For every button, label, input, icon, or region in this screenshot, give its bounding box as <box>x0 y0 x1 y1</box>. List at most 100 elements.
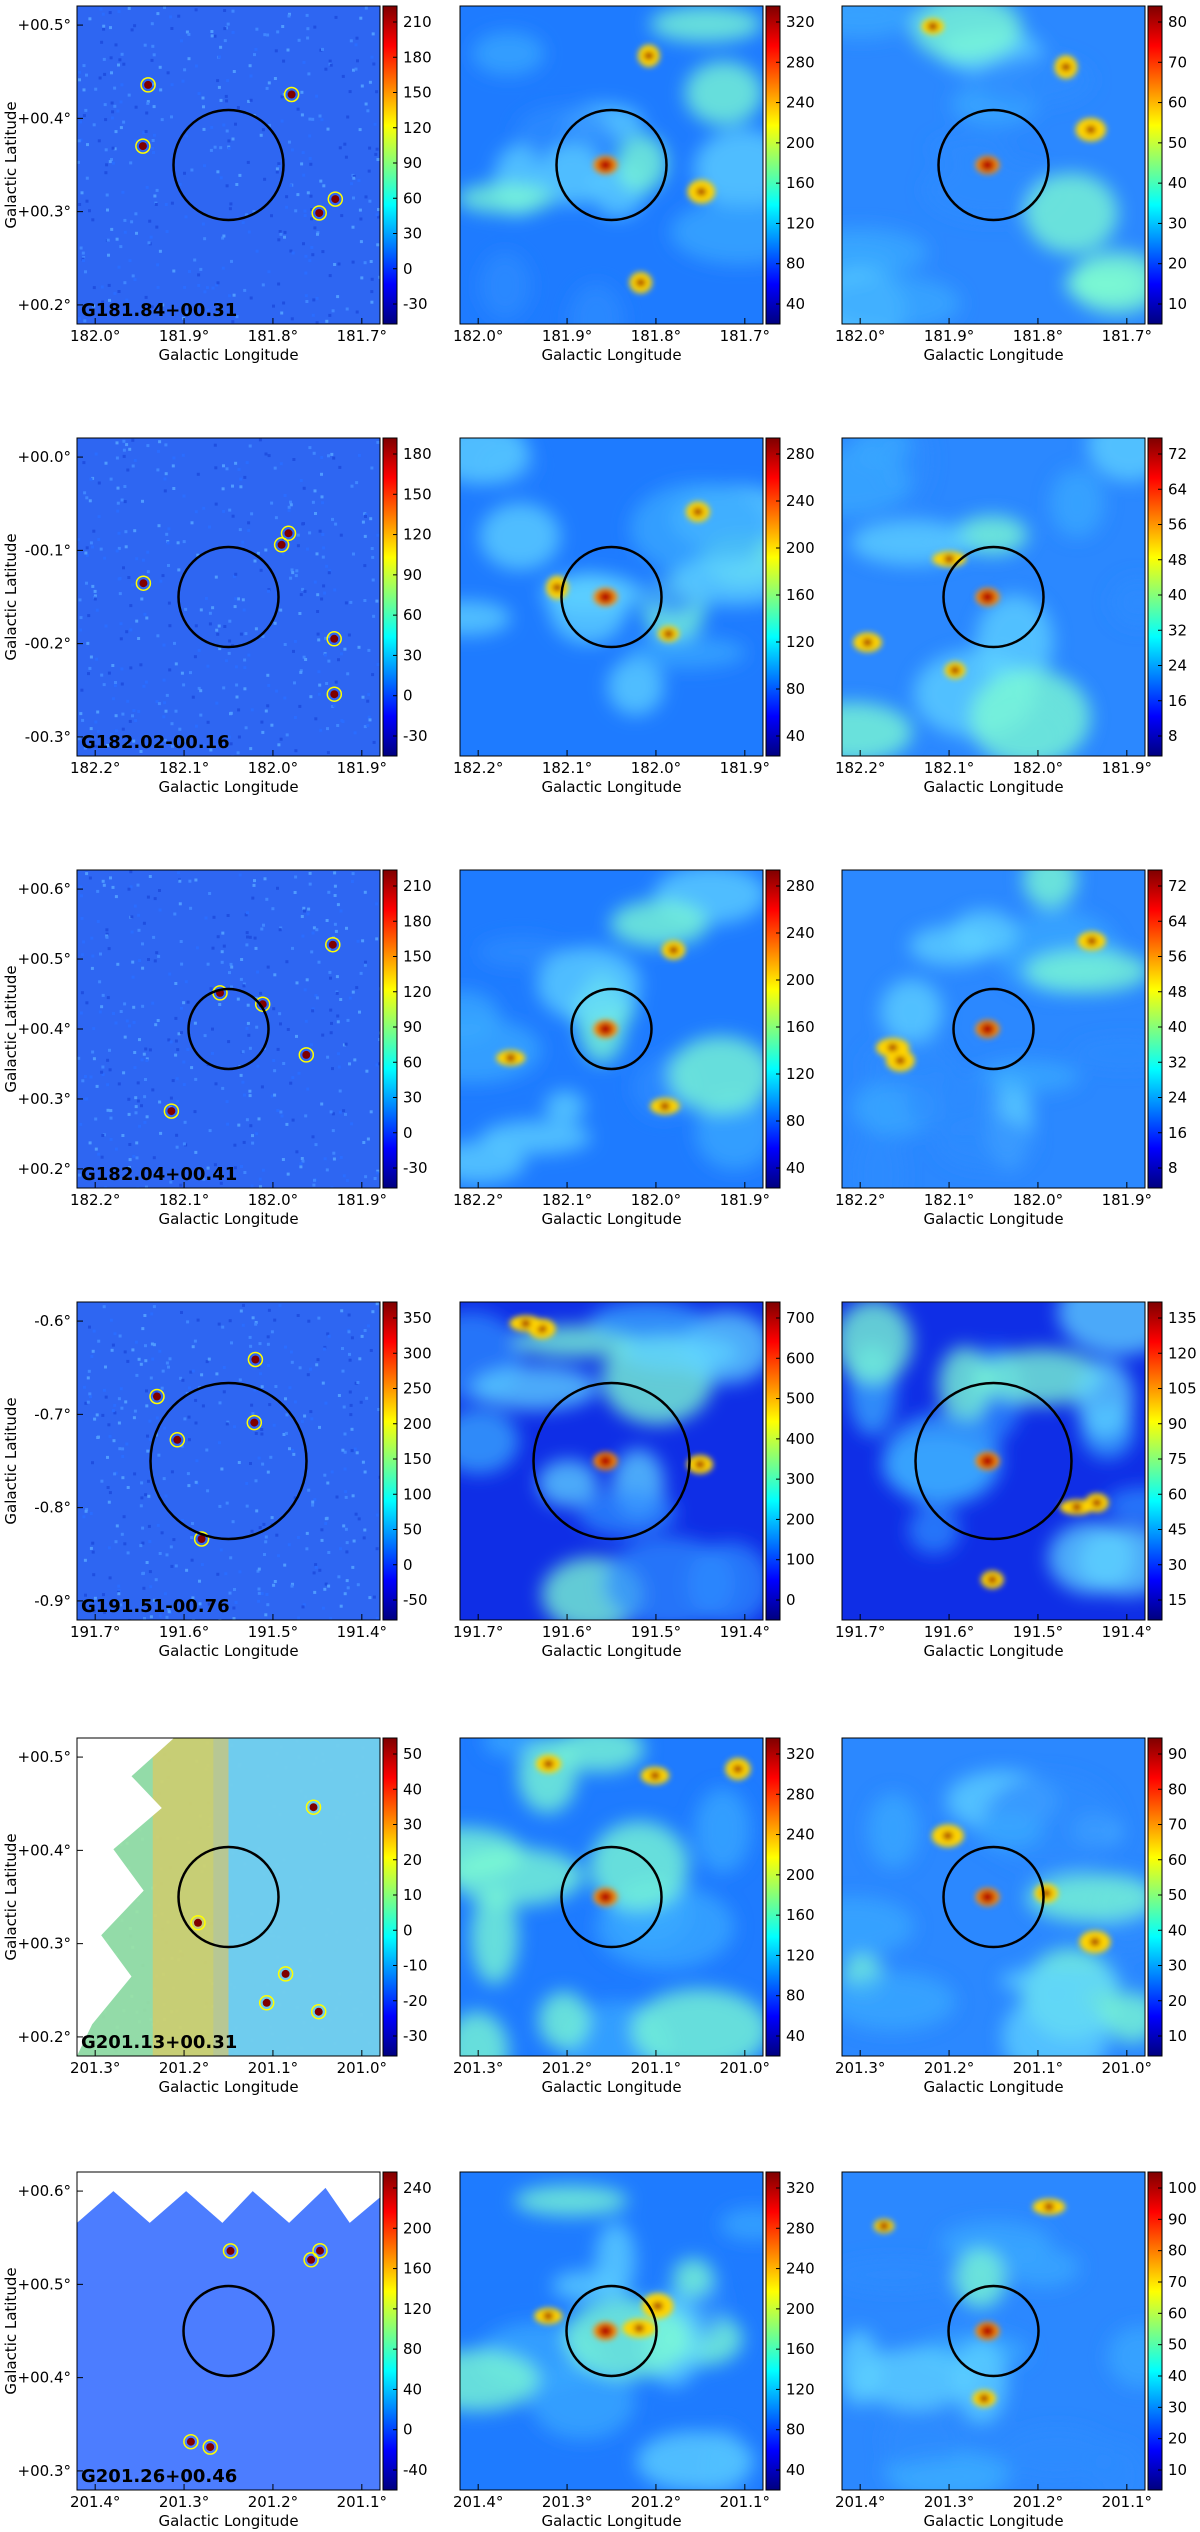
lat-tick-label: +00.2° <box>18 2028 71 2046</box>
colorbar-tick-label: 15 <box>1168 1591 1187 1609</box>
x-axis-label: Galactic Longitude <box>923 778 1063 796</box>
colorbar <box>1147 1737 1163 2057</box>
colorbar-tick-label: -50 <box>403 1591 428 1609</box>
colorbar-tick-label: 180 <box>403 445 432 463</box>
colorbar-tick-label: -30 <box>403 295 428 313</box>
lon-tick-label: 201.3° <box>542 2493 592 2511</box>
lat-tick-label: +00.0° <box>18 448 71 466</box>
colorbar-tick-label: -30 <box>403 727 428 745</box>
sky-map <box>842 870 1145 1188</box>
lat-tick-label: +00.4° <box>18 1841 71 1859</box>
target-circle <box>187 987 270 1071</box>
colorbar-tick-label: 72 <box>1168 445 1187 463</box>
target-circle <box>570 987 653 1071</box>
colorbar-tick-label: 320 <box>786 13 815 31</box>
colorbar-tick-label: 0 <box>403 2421 413 2439</box>
lat-tick-label: +00.3° <box>18 2462 71 2480</box>
colorbar-tick-label: 100 <box>1168 2179 1197 2197</box>
colorbar-tick-label: 48 <box>1168 983 1187 1001</box>
lon-tick-label: 181.9° <box>337 759 387 777</box>
x-axis-label: Galactic Longitude <box>541 1642 681 1660</box>
colorbar-tick-label: 40 <box>786 2461 805 2479</box>
target-circle <box>565 2284 658 2378</box>
colorbar <box>1147 2171 1163 2491</box>
lon-tick-label: 182.0° <box>631 759 681 777</box>
colorbar-tick-label: 200 <box>786 1866 815 1884</box>
colorbar-tick-label: 32 <box>1168 1053 1187 1071</box>
colorbar-tick-label: 160 <box>786 586 815 604</box>
colorbar-tick-label: 120 <box>786 1065 815 1083</box>
colorbar-tick-label: 240 <box>403 2179 432 2197</box>
lon-tick-label: 182.1° <box>542 1191 592 1209</box>
lat-tick-label: -0.7° <box>34 1405 71 1423</box>
sky-map <box>77 870 380 1188</box>
lon-tick-label: 201.0° <box>337 2059 387 2077</box>
colorbar-tick-label: 60 <box>403 606 422 624</box>
colorbar-tick-label: 40 <box>1168 1921 1187 1939</box>
colorbar-tick-label: 240 <box>786 94 815 112</box>
colorbar-tick-label: 180 <box>403 48 432 66</box>
lon-tick-label: 191.7° <box>835 1623 885 1641</box>
y-axis-label: Galactic Latitude <box>2 965 20 1092</box>
lon-tick-label: 191.6° <box>924 1623 974 1641</box>
target-circle <box>177 545 280 649</box>
x-axis-label: Galactic Longitude <box>541 1210 681 1228</box>
image-panel: 201.3° 201.2° 201.1° 201.0° Galactic Longitu… <box>2 1737 428 2096</box>
colorbar-tick-label: 120 <box>786 214 815 232</box>
colorbar-tick-label: 8 <box>1168 1159 1178 1177</box>
colorbar-tick-label: 64 <box>1168 912 1187 930</box>
image-panel: 182.2° 182.1° 182.0° 181.9° Galactic Longitu… <box>835 869 1187 1228</box>
target-circle <box>555 108 668 222</box>
target-circle <box>177 1845 280 1949</box>
target-circle <box>952 987 1035 1071</box>
colorbar-tick-label: 160 <box>786 1906 815 1924</box>
colorbar-tick-label: 50 <box>403 1521 422 1539</box>
x-axis-label: Galactic Longitude <box>158 1642 298 1660</box>
lon-tick-label: 191.4° <box>337 1623 387 1641</box>
x-axis-label: Galactic Longitude <box>923 346 1063 364</box>
colorbar <box>1147 5 1163 325</box>
colorbar-tick-label: 20 <box>1168 2430 1187 2448</box>
colorbar-tick-label: 120 <box>403 2300 432 2318</box>
lon-tick-label: 182.0° <box>631 1191 681 1209</box>
sky-map <box>842 1302 1145 1620</box>
colorbar-tick-label: 120 <box>403 983 432 1001</box>
figure-row: 182.2° 182.1° 182.0° 181.9° Galactic Longitu… <box>2 869 1187 1228</box>
colorbar-tick-label: 90 <box>403 154 422 172</box>
target-circle <box>532 1381 691 1541</box>
lat-tick-label: -0.6° <box>34 1312 71 1330</box>
lon-tick-label: 181.8° <box>631 327 681 345</box>
sky-map <box>460 1302 763 1620</box>
colorbar-tick-label: 200 <box>786 539 815 557</box>
colorbar-tick-label: 280 <box>786 445 815 463</box>
colorbar-tick-label: 300 <box>786 1470 815 1488</box>
colorbar-tick-label: 280 <box>786 877 815 895</box>
colorbar-tick-label: 80 <box>786 680 805 698</box>
colorbar-tick-label: 60 <box>1168 1851 1187 1869</box>
lon-tick-label: 191.4° <box>1102 1623 1152 1641</box>
lon-tick-label: 201.1° <box>337 2493 387 2511</box>
target-circle <box>172 108 285 222</box>
colorbar-tick-label: 150 <box>403 1450 432 1468</box>
lon-tick-label: 201.2° <box>924 2059 974 2077</box>
colorbar-tick-label: 100 <box>403 1485 432 1503</box>
lon-tick-label: 201.2° <box>159 2059 209 2077</box>
x-axis-label: Galactic Longitude <box>158 2512 298 2530</box>
colorbar-tick-label: 240 <box>786 924 815 942</box>
source-name: G182.02-00.16 <box>81 732 230 753</box>
colorbar-tick-label: 70 <box>1168 53 1187 71</box>
lon-tick-label: 191.6° <box>159 1623 209 1641</box>
sky-map <box>460 438 763 756</box>
lon-tick-label: 191.6° <box>542 1623 592 1641</box>
lat-tick-label: +00.2° <box>18 1160 71 1178</box>
lon-tick-label: 182.1° <box>159 1191 209 1209</box>
colorbar-tick-label: 350 <box>403 1309 432 1327</box>
colorbar <box>1147 869 1163 1189</box>
lon-tick-label: 201.4° <box>835 2493 885 2511</box>
lon-tick-label: 201.2° <box>542 2059 592 2077</box>
colorbar-tick-label: 60 <box>1168 94 1187 112</box>
lon-tick-label: 181.8° <box>248 327 298 345</box>
image-panel: 182.2° 182.1° 182.0° 181.9° Galactic Longitu… <box>453 437 815 796</box>
lat-tick-label: +00.4° <box>18 1020 71 1038</box>
lon-tick-label: 181.9° <box>720 1191 770 1209</box>
